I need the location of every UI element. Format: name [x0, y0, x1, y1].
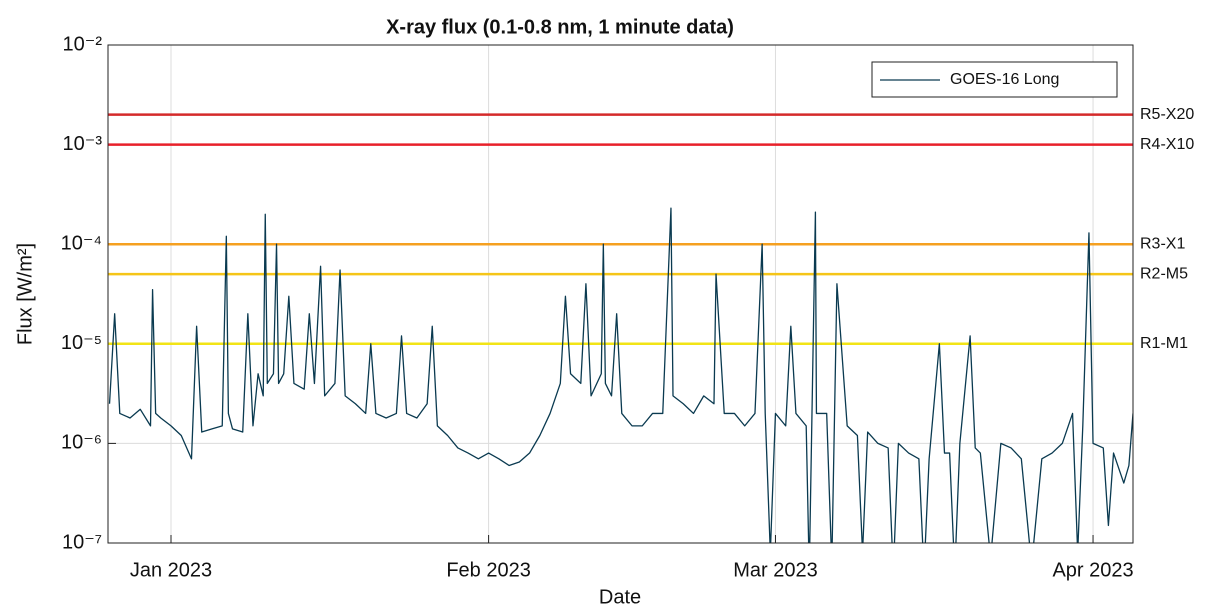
- threshold-label: R3-X1: [1140, 235, 1185, 252]
- x-axis-label: Date: [599, 586, 641, 608]
- legend-box: [871, 61, 1118, 98]
- legend: GOES-16 Long: [871, 61, 1118, 98]
- series-line: [108, 207, 1133, 543]
- y-tick-label: 10⁻⁶: [61, 432, 102, 454]
- y-tick-label: 10⁻³: [63, 133, 103, 155]
- x-tick-label: Apr 2023: [1052, 559, 1133, 581]
- y-tick-label: 10⁻⁴: [61, 232, 102, 254]
- x-tick-label: Mar 2023: [733, 559, 818, 581]
- y-tick-label: 10⁻⁷: [62, 531, 102, 553]
- x-tick-label: Feb 2023: [446, 559, 531, 581]
- plot-area: [108, 45, 1133, 543]
- threshold-label: R1-M1: [1140, 335, 1188, 352]
- axes-frame: [107, 44, 1134, 544]
- chart-title: X-ray flux (0.1-0.8 nm, 1 minute data): [386, 16, 734, 38]
- threshold-label: R2-M5: [1140, 265, 1188, 282]
- thresholds: [108, 113, 1133, 346]
- x-tick-label: Jan 2023: [130, 559, 212, 581]
- series-layer: [108, 207, 1133, 543]
- y-tick-label: 10⁻²: [63, 33, 103, 55]
- y-tick-label: 10⁻⁵: [61, 332, 102, 354]
- y-axis-label: Flux [W/m²]: [14, 243, 36, 345]
- threshold-label: R4-X10: [1140, 136, 1194, 153]
- threshold-label: R5-X20: [1140, 106, 1194, 123]
- legend-label: GOES-16 Long: [950, 71, 1059, 88]
